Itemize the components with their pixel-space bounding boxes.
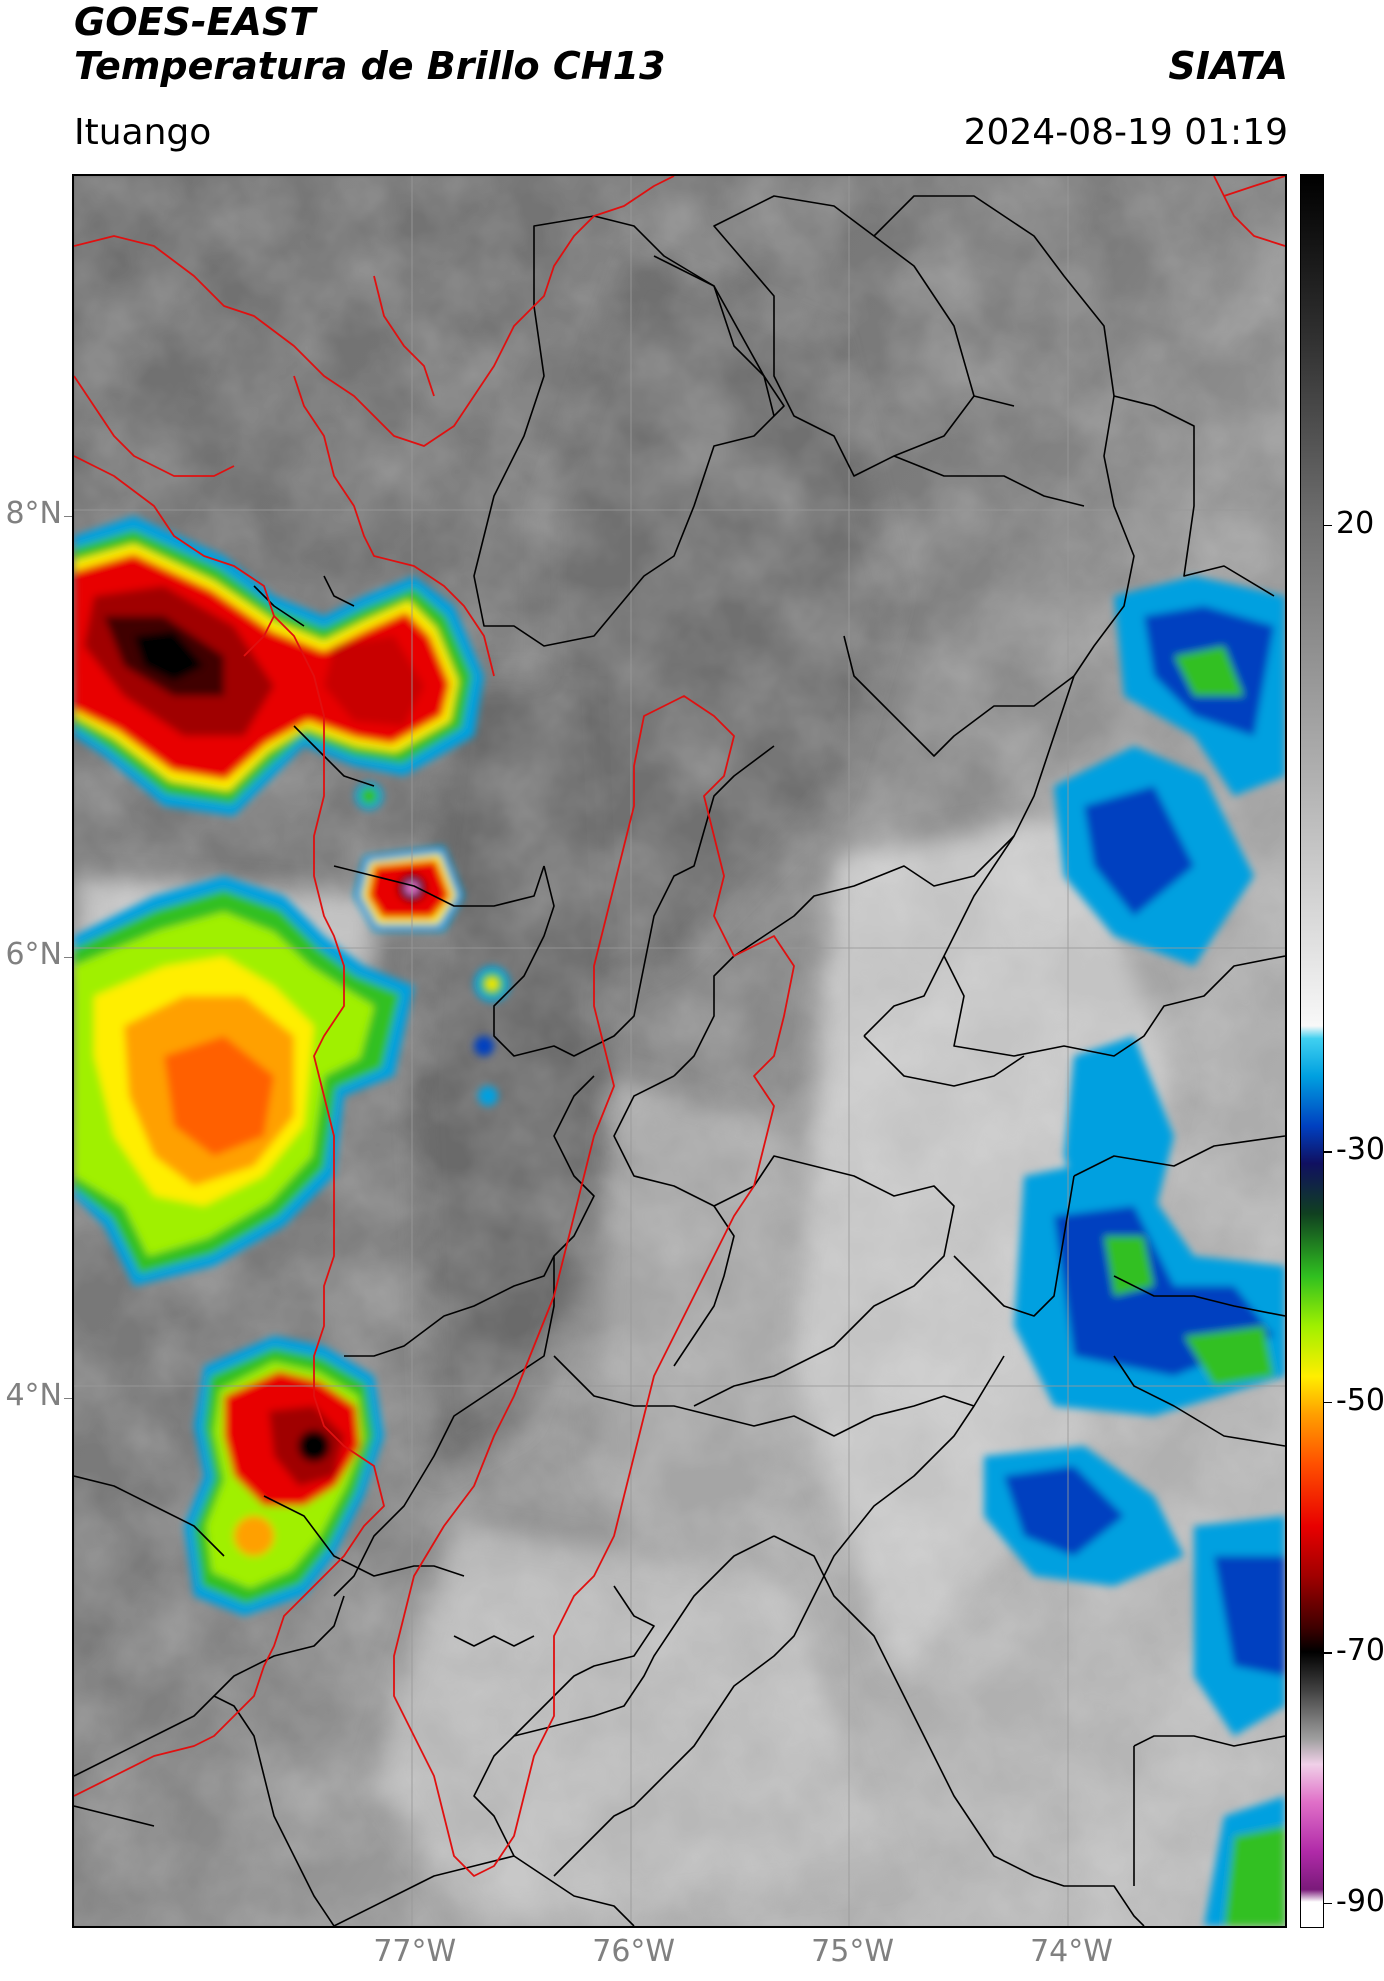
colorbar bbox=[1300, 174, 1324, 1928]
lat-tick-mark bbox=[64, 957, 72, 959]
location-label: Ituango bbox=[74, 112, 212, 153]
datetime-label: 2024-08-19 01:19 bbox=[963, 112, 1288, 153]
satellite-title: GOES-EAST bbox=[74, 0, 316, 44]
colorbar-tick-label: -90 bbox=[1336, 1883, 1384, 1919]
colorbar-tick-label: -70 bbox=[1336, 1633, 1384, 1669]
colorbar-tick-mark bbox=[1324, 1902, 1332, 1905]
colorbar-tick-label: -30 bbox=[1336, 1132, 1384, 1168]
colorbar-tick-mark bbox=[1324, 1652, 1332, 1654]
lon-tick-label: 76°W bbox=[592, 1934, 676, 1969]
lon-tick-label: 74°W bbox=[1030, 1934, 1113, 1969]
product-title: Temperatura de Brillo CH13 bbox=[74, 44, 666, 88]
colorbar-tick-mark bbox=[1324, 1151, 1332, 1153]
admin-boundaries bbox=[74, 195, 1285, 1926]
satellite-map bbox=[74, 176, 1285, 1926]
convective-cells-east bbox=[984, 576, 1285, 1926]
lat-tick-label: 4°N bbox=[5, 1378, 62, 1414]
colorbar-tick-mark bbox=[1324, 524, 1332, 527]
colorbar-tick-label: -50 bbox=[1336, 1382, 1384, 1418]
lat-tick-mark bbox=[64, 515, 72, 517]
coastline bbox=[74, 176, 1285, 1797]
colorbar-tick-label: 20 bbox=[1336, 505, 1375, 541]
lat-tick-label: 6°N bbox=[5, 937, 62, 973]
map-frame bbox=[72, 174, 1287, 1928]
lat-tick-label: 8°N bbox=[5, 495, 62, 531]
colorbar-tick-mark bbox=[1324, 1401, 1332, 1404]
lon-tick-label: 77°W bbox=[373, 1934, 457, 1969]
lon-tick-label: 75°W bbox=[811, 1934, 894, 1969]
lat-tick-mark bbox=[64, 1398, 72, 1400]
highlighted-region bbox=[393, 695, 795, 1877]
convective-cells-west bbox=[74, 516, 510, 1616]
agency-label: SIATA bbox=[1168, 44, 1288, 88]
